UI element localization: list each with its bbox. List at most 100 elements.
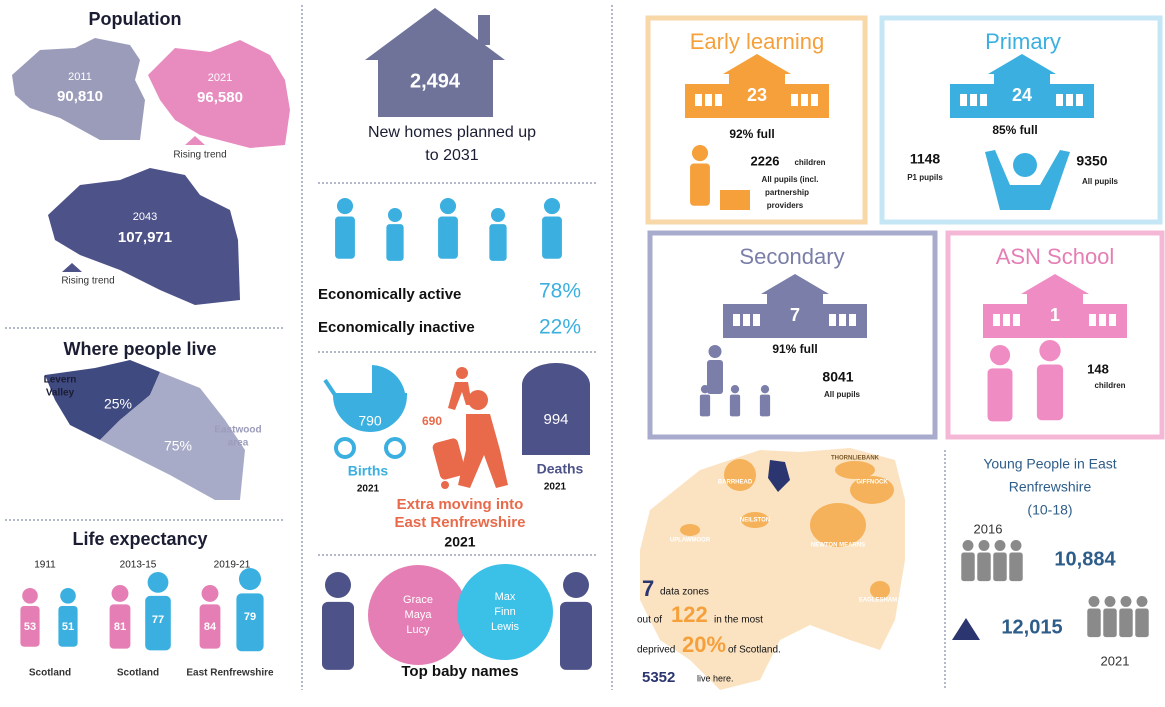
map <box>48 168 240 305</box>
school-centre <box>1027 292 1083 338</box>
value: 22% <box>539 316 581 339</box>
male: 79 <box>244 611 256 623</box>
school-name: ASN School <box>996 244 1115 269</box>
share: 75% <box>164 438 192 454</box>
window <box>1109 314 1116 326</box>
towns <box>680 461 894 599</box>
births-label: Births <box>348 463 389 479</box>
stat-value: 9350 <box>1076 153 1107 169</box>
person-head <box>691 145 709 162</box>
homes-value: 2,494 <box>410 70 461 92</box>
year: 2016 <box>974 521 1003 536</box>
panel <box>879 15 1163 225</box>
year: 2021 <box>544 482 567 493</box>
value: 90,810 <box>57 88 103 105</box>
house <box>378 55 493 117</box>
male: 77 <box>152 614 164 626</box>
area-name: Levern <box>44 375 77 386</box>
town: GIFFNOCK <box>856 480 888 486</box>
movers <box>432 367 508 489</box>
label: Economically inactive <box>318 319 475 336</box>
school-name: Primary <box>985 29 1061 54</box>
area-name: Valley <box>46 388 75 399</box>
area: Scotland <box>117 668 159 679</box>
map <box>12 38 145 140</box>
person-body <box>58 119 66 136</box>
head <box>456 367 468 379</box>
boy-name: Finn <box>494 606 515 618</box>
window <box>733 314 740 326</box>
window <box>993 314 1000 326</box>
person-body <box>236 593 264 652</box>
person-body <box>759 394 771 417</box>
moving-value: 690 <box>422 414 442 428</box>
school-icons <box>685 54 1127 422</box>
person-body <box>707 359 723 394</box>
workers <box>335 198 562 261</box>
town: EAGLESHAM <box>859 598 897 604</box>
area-name: Eastwood <box>214 425 261 436</box>
window <box>705 94 712 106</box>
female: 81 <box>114 621 126 633</box>
window <box>811 94 818 106</box>
text: of Scotland. <box>728 645 781 656</box>
panel <box>647 230 938 440</box>
person-head <box>336 198 354 215</box>
person-head <box>563 572 589 598</box>
area-name: area <box>228 438 249 449</box>
deaths-label: Deaths <box>537 461 584 477</box>
raised-hand <box>985 150 1070 210</box>
trend-icon <box>952 618 980 640</box>
map <box>45 360 160 440</box>
school-count: 1 <box>1050 305 1060 325</box>
female: 53 <box>24 621 36 633</box>
stat-label: All pupils <box>824 390 861 399</box>
town-area <box>835 461 875 479</box>
person-body <box>199 604 221 649</box>
text: in the most <box>714 615 763 626</box>
town-area <box>741 512 769 528</box>
window <box>839 314 846 326</box>
value: 78% <box>539 280 581 303</box>
trend-icon <box>185 136 205 145</box>
trend: Rising trend <box>173 150 226 161</box>
full: 85% full <box>992 123 1037 137</box>
girls-bubble <box>368 565 468 665</box>
moving-caption: East Renfrewshire <box>395 514 526 531</box>
parents <box>322 572 592 670</box>
person-head <box>730 385 740 394</box>
person-head <box>994 540 1006 551</box>
person-head <box>325 572 351 598</box>
window <box>715 94 722 106</box>
town-area <box>850 476 894 504</box>
stat-label: All pupils (incl. <box>762 175 819 184</box>
school-name: Secondary <box>739 244 844 269</box>
text: live here. <box>697 673 734 683</box>
value: 10,884 <box>1054 548 1116 570</box>
person-body <box>1135 608 1149 638</box>
pram-hood <box>372 365 405 393</box>
stat-value: 1148 <box>910 151 941 167</box>
girl-name: Lucy <box>406 624 430 636</box>
window <box>791 94 798 106</box>
case <box>432 438 466 480</box>
person-head <box>700 385 710 394</box>
figures <box>20 568 264 652</box>
stat-value: 148 <box>1087 361 1109 376</box>
boy-name: Lewis <box>491 621 520 633</box>
blocks <box>720 190 750 210</box>
window <box>829 314 836 326</box>
school-count: 7 <box>790 305 800 325</box>
window <box>1066 94 1073 106</box>
window <box>849 314 856 326</box>
window <box>960 94 967 106</box>
window <box>801 94 808 106</box>
town-area <box>680 524 700 536</box>
house-roof <box>365 8 505 60</box>
person-head <box>543 198 561 215</box>
school-count: 23 <box>747 85 767 105</box>
head <box>1013 153 1037 177</box>
window <box>980 94 987 106</box>
